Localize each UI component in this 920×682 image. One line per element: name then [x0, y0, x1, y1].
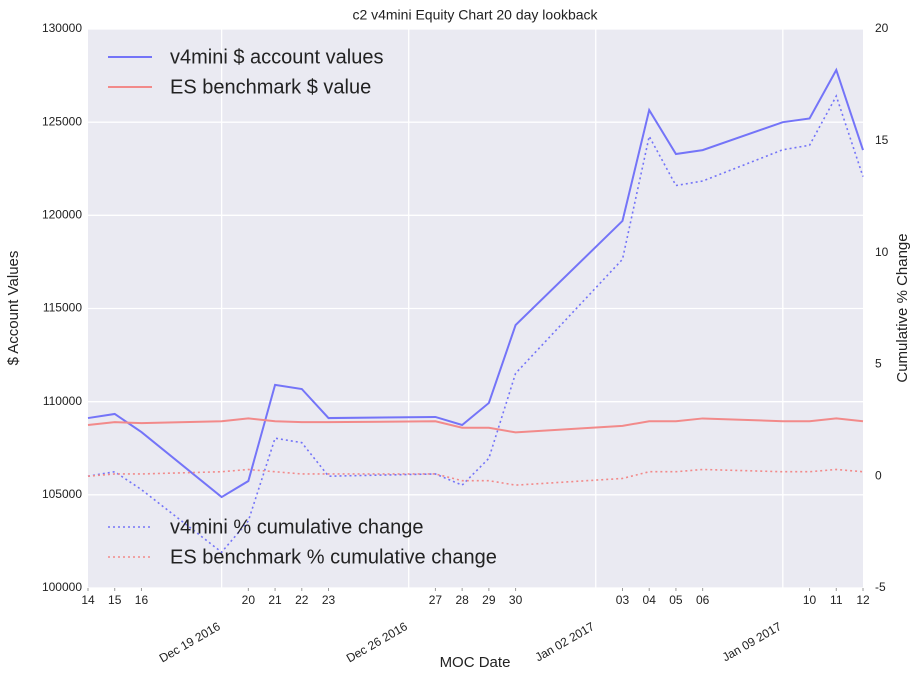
x-tick-label: 16	[135, 593, 149, 607]
x-tick-label: 22	[295, 593, 309, 607]
y-tick-label: 100000	[42, 580, 82, 594]
chart-title: c2 v4mini Equity Chart 20 day lookback	[352, 7, 598, 23]
x-major-tick-label: Jan 02 2017	[533, 619, 597, 664]
y2-tick-label: -5	[875, 580, 886, 594]
y2-tick-label: 5	[875, 357, 882, 371]
y2-axis-label: Cumulative % Change	[894, 233, 911, 382]
y-tick-label: 125000	[42, 114, 82, 128]
y-tick-label: 130000	[42, 21, 82, 35]
legend-label: v4mini $ account values	[170, 46, 383, 68]
x-tick-label: 23	[322, 593, 336, 607]
x-tick-label: 14	[81, 593, 95, 607]
legend-label: ES benchmark % cumulative change	[170, 546, 497, 568]
x-tick-label: 29	[482, 593, 496, 607]
series-line	[87, 417, 864, 434]
x-tick-label: 28	[455, 593, 469, 607]
y2-tick-label: 20	[875, 21, 889, 35]
x-tick-label: 03	[616, 593, 630, 607]
x-major-tick-label: Dec 26 2016	[344, 619, 410, 665]
x-tick-label: 04	[643, 593, 657, 607]
x-tick-label: 15	[108, 593, 122, 607]
y-tick-label: 110000	[43, 394, 82, 408]
y-tick-label: 105000	[42, 487, 82, 501]
series-line	[87, 67, 864, 499]
x-tick-label: 27	[429, 593, 443, 607]
x-tick-label: 21	[268, 593, 282, 607]
x-major-tick-label: Dec 19 2016	[157, 619, 223, 665]
y2-tick-label: 15	[875, 133, 889, 147]
y2-tick-label: 10	[875, 245, 889, 259]
x-tick-label: 06	[696, 593, 710, 607]
x-tick-label: 12	[856, 593, 870, 607]
legend-label: ES benchmark $ value	[170, 76, 371, 98]
x-axis-label: MOC Date	[440, 654, 511, 671]
y-tick-label: 115000	[43, 301, 82, 315]
legend-label: v4mini % cumulative change	[170, 516, 423, 538]
x-tick-label: 30	[509, 593, 523, 607]
y2-tick-label: 0	[875, 468, 882, 482]
x-tick-label: 05	[669, 593, 683, 607]
x-tick-label: 20	[242, 593, 256, 607]
y-tick-label: 120000	[42, 208, 82, 222]
x-tick-label: 10	[803, 593, 817, 607]
x-major-tick-label: Jan 09 2017	[720, 619, 784, 664]
x-tick-label: 11	[830, 593, 843, 607]
y-axis-label: $ Account Values	[5, 251, 22, 366]
